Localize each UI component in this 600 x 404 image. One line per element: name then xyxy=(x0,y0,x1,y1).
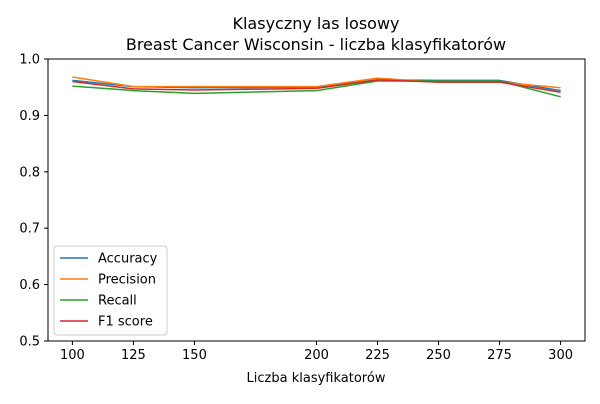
y-tick-label: 0.8 xyxy=(19,165,40,180)
legend-label-accuracy: Accuracy xyxy=(98,252,158,267)
x-tick-label: 125 xyxy=(121,348,146,363)
series-lines xyxy=(72,76,561,98)
x-tick-label: 225 xyxy=(365,348,390,363)
x-tick-label: 300 xyxy=(548,348,573,363)
chart-subtitle: Breast Cancer Wisconsin - liczba klasyfi… xyxy=(126,35,506,54)
legend: Accuracy Precision Recall F1 score xyxy=(53,245,168,336)
legend-label-precision: Precision xyxy=(98,273,156,288)
x-tick-label: 275 xyxy=(487,348,512,363)
x-tick-label: 100 xyxy=(60,348,85,363)
x-tick-label: 250 xyxy=(426,348,451,363)
y-tick-label: 1.0 xyxy=(19,53,40,68)
axis-ticks: 100 125 150 200 225 250 275 300 0.5 0.6 0.7 0.8 0.9 1… xyxy=(19,53,573,364)
y-tick-label: 0.9 xyxy=(19,109,40,124)
x-axis-label: Liczba klasyfikatorów xyxy=(247,371,386,386)
legend-label-f1-score: F1 score xyxy=(98,315,153,330)
x-tick-label: 150 xyxy=(182,348,207,363)
plot-area-frame xyxy=(47,58,586,342)
y-tick-label: 0.7 xyxy=(19,222,40,237)
y-tick-label: 0.6 xyxy=(19,278,40,293)
series-line-recall xyxy=(72,80,561,98)
legend-label-recall: Recall xyxy=(98,294,137,309)
chart-title: Klasyczny las losowy xyxy=(232,14,399,33)
series-line-f1-score xyxy=(72,79,561,94)
legend-box xyxy=(53,245,168,336)
x-tick-label: 200 xyxy=(304,348,329,363)
y-tick-label: 0.5 xyxy=(19,335,40,350)
